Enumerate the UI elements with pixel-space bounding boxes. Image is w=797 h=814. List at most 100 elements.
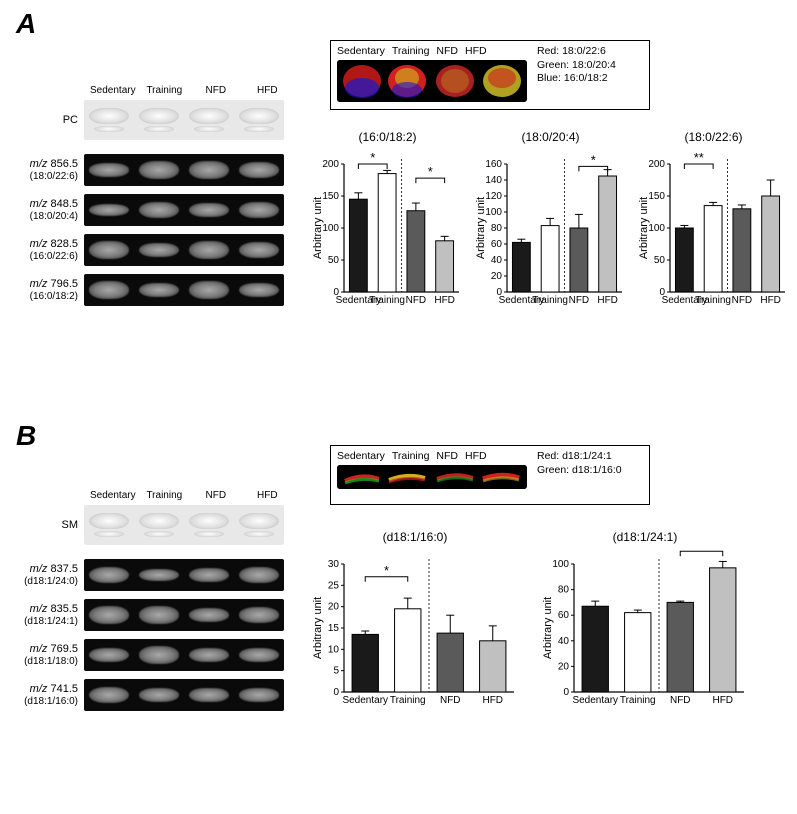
bar	[436, 241, 454, 292]
merged-label: HFD	[465, 45, 487, 57]
svg-text:*: *	[591, 152, 596, 167]
svg-text:100: 100	[485, 207, 502, 218]
gel-row: m/z 835.5(d18:1/24:1)	[14, 599, 284, 631]
gel-strip	[84, 559, 284, 591]
legend-line: Green: 18:0/20:4	[537, 59, 616, 73]
svg-text:**: **	[694, 150, 704, 165]
svg-text:150: 150	[648, 191, 665, 202]
svg-text:15: 15	[328, 623, 340, 634]
svg-text:Arbitrary unit: Arbitrary unit	[312, 197, 324, 259]
lane-label: HFD	[245, 490, 290, 501]
svg-text:HFD: HFD	[597, 295, 618, 306]
merged-label: Sedentary	[337, 450, 385, 462]
svg-text:80: 80	[558, 585, 570, 596]
gel-row-label: m/z 856.5(18:0/22:6)	[14, 158, 84, 182]
bar-chart: (18:0/22:6)050100150200Arbitrary unitSed…	[636, 130, 791, 330]
svg-text:100: 100	[552, 559, 569, 570]
svg-text:Arbitrary unit: Arbitrary unit	[638, 197, 650, 259]
gel-lane	[234, 154, 284, 186]
gel-strip	[84, 599, 284, 631]
merged-labels: Sedentary Training NFD HFD	[337, 450, 527, 462]
svg-text:0: 0	[333, 687, 339, 698]
svg-text:100: 100	[648, 223, 665, 234]
lane-label: Sedentary	[90, 490, 136, 501]
svg-text:Training: Training	[532, 295, 568, 306]
gel-lane	[134, 100, 184, 140]
svg-text:NFD: NFD	[569, 295, 590, 306]
gel-lane	[234, 505, 284, 545]
svg-text:25: 25	[328, 580, 340, 591]
legend-line: Green: d18:1/16:0	[537, 464, 622, 478]
bar	[599, 176, 617, 292]
gel-lane	[184, 100, 234, 140]
panel-b-label: B	[16, 420, 36, 452]
gel-top-row: PC	[14, 100, 284, 140]
bar	[480, 641, 506, 692]
merged-legend-b: Red: d18:1/24:1 Green: d18:1/16:0	[537, 450, 622, 477]
gel-lane	[84, 505, 134, 545]
gel-lane	[134, 274, 184, 306]
svg-text:NFD: NFD	[406, 295, 427, 306]
bar-chart: (16:0/18:2)050100150200Arbitrary unitSed…	[310, 130, 465, 330]
svg-text:Training: Training	[620, 695, 656, 706]
gel-lane	[234, 194, 284, 226]
merged-legend-a: Red: 18:0/22:6 Green: 18:0/20:4 Blue: 16…	[537, 45, 616, 86]
gel-lane	[134, 505, 184, 545]
svg-text:30: 30	[328, 559, 340, 570]
svg-text:0: 0	[563, 687, 569, 698]
gel-lane	[84, 154, 134, 186]
bar	[349, 199, 367, 292]
bar	[541, 226, 559, 292]
bar	[762, 196, 780, 292]
gel-lane	[184, 599, 234, 631]
gel-row-label: m/z 837.5(d18:1/24:0)	[14, 563, 84, 587]
gel-lane	[184, 234, 234, 266]
gel-strip	[84, 274, 284, 306]
svg-text:200: 200	[648, 159, 665, 170]
gel-row-label: PC	[14, 114, 84, 126]
gel-lane	[134, 234, 184, 266]
merged-label: NFD	[436, 450, 458, 462]
gel-lane	[84, 639, 134, 671]
svg-text:100: 100	[322, 223, 339, 234]
gel-lane	[84, 679, 134, 711]
svg-text:150: 150	[322, 191, 339, 202]
gel-row-label: SM	[14, 519, 84, 531]
svg-text:40: 40	[558, 636, 570, 647]
gel-strip	[84, 100, 284, 140]
gel-strip	[84, 194, 284, 226]
panel-b-lane-labels: Sedentary Training NFD HFD	[90, 490, 290, 501]
gel-lane	[84, 100, 134, 140]
bar	[675, 228, 693, 292]
gel-top-row: SM	[14, 505, 284, 545]
svg-text:*: *	[384, 563, 389, 578]
gel-row: m/z 828.5(16:0/22:6)	[14, 234, 284, 266]
svg-text:Sedentary: Sedentary	[572, 695, 618, 706]
svg-text:Arbitrary unit: Arbitrary unit	[542, 597, 554, 659]
gel-strip	[84, 234, 284, 266]
svg-text:Arbitrary unit: Arbitrary unit	[475, 197, 487, 259]
bar	[625, 613, 651, 692]
bar	[710, 568, 736, 692]
gel-lane	[134, 679, 184, 711]
lane-label: NFD	[193, 85, 238, 96]
gel-lane	[234, 559, 284, 591]
gel-lane	[234, 599, 284, 631]
gel-lane	[84, 194, 134, 226]
svg-text:60: 60	[491, 239, 503, 250]
gel-lane	[234, 639, 284, 671]
svg-text:HFD: HFD	[482, 695, 503, 706]
merged-label: Training	[392, 450, 430, 462]
legend-line: Blue: 16:0/18:2	[537, 72, 616, 86]
gel-lane	[134, 599, 184, 631]
bar	[570, 228, 588, 292]
svg-text:40: 40	[491, 255, 503, 266]
svg-text:50: 50	[654, 255, 666, 266]
lane-label: Training	[142, 490, 187, 501]
svg-text:Training: Training	[695, 295, 731, 306]
svg-text:5: 5	[333, 666, 339, 677]
gel-lane	[234, 234, 284, 266]
gel-row: m/z 796.5(16:0/18:2)	[14, 274, 284, 306]
svg-text:50: 50	[328, 255, 340, 266]
gel-lane	[234, 100, 284, 140]
